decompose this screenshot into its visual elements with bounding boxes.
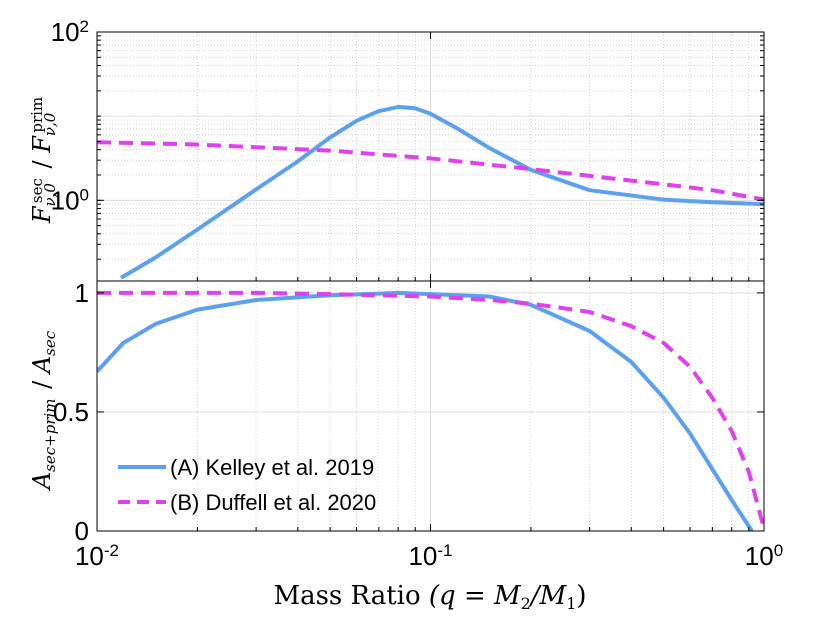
bottom-ytick-labels: 00.51 [53,278,89,546]
x-tick-labels: 10-2 10-1 100 [75,541,783,571]
series-line-duffell [97,140,764,202]
bottom-series [97,290,766,531]
legend: (A) Kelley et al. 2019 (B) Duffell et al… [118,455,376,515]
y-tick-label: 102 [51,17,89,47]
y-tick-label: 1 [75,278,89,308]
series-line-kelley [119,104,764,280]
top-series [97,104,764,280]
bottom-y-axis-label: Asec+prim / Asec [28,330,59,491]
bottom-ticks [96,281,765,532]
legend-label-duffell: (B) Duffell et al. 2020 [170,490,376,515]
legend-label-kelley: (A) Kelley et al. 2019 [170,455,374,480]
x-tick-label: 10-2 [75,541,119,571]
x-tick-label: 10-1 [408,541,452,571]
series-line-kelley [97,290,754,531]
y-tick-label: 0.5 [53,397,89,427]
y-tick-label: 100 [51,185,89,215]
x-axis-label: Mass Ratio (q = M2/M1) [273,581,586,613]
x-tick-label: 100 [745,541,783,571]
bottom-panel: 00.51 10-2 10-1 100 Asec+prim / Asec Mass … [28,278,783,613]
top-ticks [96,31,765,281]
top-ytick-labels: 102 100 [51,17,89,216]
top-y-axis-label: Fν,0sec / Fν,0prim [28,97,59,224]
series-line-duffell [97,290,766,530]
y-tick-label: 0 [75,516,89,546]
top-panel: 102 100 Fν,0sec / Fν,0prim [28,17,765,282]
